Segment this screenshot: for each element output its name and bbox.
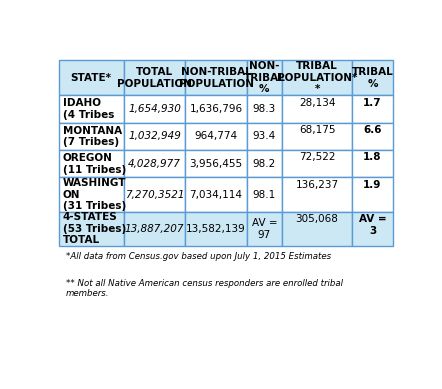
Bar	[352, 60, 392, 95]
Text: WASHINGT
ON
(31 Tribes): WASHINGT ON (31 Tribes)	[63, 178, 126, 211]
Bar	[124, 123, 185, 150]
Text: NON-TRIBAL
POPULATION: NON-TRIBAL POPULATION	[179, 67, 254, 89]
Text: 1,654,930: 1,654,930	[128, 104, 181, 114]
Text: 1,032,949: 1,032,949	[128, 131, 181, 141]
Text: 1.7: 1.7	[363, 98, 382, 107]
Bar	[247, 123, 282, 150]
Bar	[247, 150, 282, 177]
Text: 1.8: 1.8	[363, 152, 382, 162]
Text: TRIBAL
POPULATION*
*: TRIBAL POPULATION* *	[277, 61, 357, 95]
Bar	[282, 123, 352, 150]
Text: STATE*: STATE*	[71, 73, 112, 83]
Text: AV =
3: AV = 3	[358, 214, 386, 236]
Text: OREGON
(11 Tribes): OREGON (11 Tribes)	[63, 153, 126, 175]
Bar	[247, 212, 282, 246]
Bar	[282, 150, 352, 177]
Bar	[124, 95, 185, 123]
Bar	[185, 123, 247, 150]
Text: 98.3: 98.3	[253, 104, 276, 114]
Bar	[124, 60, 185, 95]
Text: 7,034,114: 7,034,114	[190, 189, 243, 200]
Bar	[59, 60, 124, 95]
Bar	[282, 212, 352, 246]
Text: TRIBAL
%: TRIBAL %	[351, 67, 393, 89]
Text: 964,774: 964,774	[194, 131, 237, 141]
Text: ** Not all Native American census responders are enrolled tribal
members.: ** Not all Native American census respon…	[65, 279, 343, 298]
Text: MONTANA
(7 Tribes): MONTANA (7 Tribes)	[63, 126, 122, 147]
Bar	[185, 95, 247, 123]
Text: 4,028,977: 4,028,977	[128, 159, 181, 169]
Bar	[59, 177, 124, 212]
Bar	[124, 177, 185, 212]
Bar	[352, 212, 392, 246]
Text: 3,956,455: 3,956,455	[190, 159, 243, 169]
Text: 4-STATES
(53 Tribes)
TOTAL: 4-STATES (53 Tribes) TOTAL	[63, 212, 126, 245]
Bar	[185, 212, 247, 246]
Text: 13,582,139: 13,582,139	[186, 224, 246, 234]
Bar	[59, 150, 124, 177]
Text: TOTAL
POPULATION: TOTAL POPULATION	[117, 67, 192, 89]
Bar	[352, 177, 392, 212]
Text: 13,887,207: 13,887,207	[125, 224, 184, 234]
Bar	[282, 95, 352, 123]
Bar	[352, 95, 392, 123]
Text: 305,068: 305,068	[296, 214, 339, 224]
Bar	[124, 150, 185, 177]
Bar	[185, 60, 247, 95]
Bar	[247, 95, 282, 123]
Text: 98.1: 98.1	[253, 189, 276, 200]
Text: 136,237: 136,237	[296, 180, 339, 190]
Bar	[282, 177, 352, 212]
Bar	[59, 123, 124, 150]
Text: 93.4: 93.4	[253, 131, 276, 141]
Bar	[59, 212, 124, 246]
Bar	[185, 177, 247, 212]
Text: 28,134: 28,134	[299, 98, 335, 107]
Text: 98.2: 98.2	[253, 159, 276, 169]
Bar	[352, 150, 392, 177]
Text: *All data from Census.gov based upon July 1, 2015 Estimates: *All data from Census.gov based upon Jul…	[65, 252, 331, 261]
Text: IDAHO
(4 Tribes: IDAHO (4 Tribes	[63, 98, 114, 120]
Text: 1.9: 1.9	[363, 180, 381, 190]
Text: 72,522: 72,522	[299, 152, 335, 162]
Text: AV =
97: AV = 97	[251, 218, 277, 240]
Text: 68,175: 68,175	[299, 125, 335, 135]
Bar	[124, 212, 185, 246]
Text: 1,636,796: 1,636,796	[190, 104, 243, 114]
Text: 7,270,3521: 7,270,3521	[125, 189, 184, 200]
Bar	[59, 95, 124, 123]
Bar	[185, 150, 247, 177]
Bar	[247, 177, 282, 212]
Text: NON-
TRIBAL
%: NON- TRIBAL %	[244, 61, 285, 95]
Text: 6.6: 6.6	[363, 125, 382, 135]
Bar	[282, 60, 352, 95]
Bar	[352, 123, 392, 150]
Bar	[247, 60, 282, 95]
